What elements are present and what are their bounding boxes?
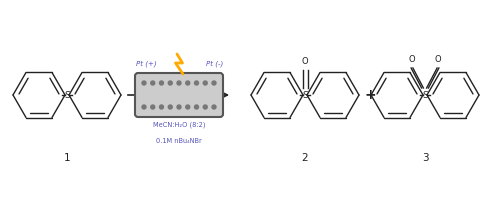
Circle shape xyxy=(212,81,216,85)
Text: S: S xyxy=(422,90,428,99)
Circle shape xyxy=(159,105,163,109)
Circle shape xyxy=(151,81,155,85)
Circle shape xyxy=(212,105,216,109)
Text: +: + xyxy=(364,88,376,102)
Text: S: S xyxy=(64,90,70,99)
Text: O: O xyxy=(409,55,415,64)
Text: 3: 3 xyxy=(422,153,429,163)
Circle shape xyxy=(177,105,181,109)
Circle shape xyxy=(177,81,181,85)
Circle shape xyxy=(203,81,207,85)
Circle shape xyxy=(194,105,198,109)
Text: S: S xyxy=(302,90,308,99)
Circle shape xyxy=(142,105,146,109)
Text: 0.1M nBu₄NBr: 0.1M nBu₄NBr xyxy=(156,138,202,144)
Text: 1: 1 xyxy=(63,153,70,163)
Text: 2: 2 xyxy=(302,153,308,163)
Text: O: O xyxy=(302,58,308,66)
Text: Pt (+): Pt (+) xyxy=(136,61,156,67)
Circle shape xyxy=(186,105,190,109)
Circle shape xyxy=(194,81,198,85)
FancyBboxPatch shape xyxy=(135,73,223,117)
Circle shape xyxy=(142,81,146,85)
Circle shape xyxy=(168,81,172,85)
Circle shape xyxy=(159,81,163,85)
Text: Pt (-): Pt (-) xyxy=(206,61,224,67)
Circle shape xyxy=(168,105,172,109)
Circle shape xyxy=(186,81,190,85)
Text: O: O xyxy=(435,55,441,64)
Circle shape xyxy=(151,105,155,109)
Circle shape xyxy=(203,105,207,109)
Text: MeCN:H₂O (8:2): MeCN:H₂O (8:2) xyxy=(153,122,205,128)
